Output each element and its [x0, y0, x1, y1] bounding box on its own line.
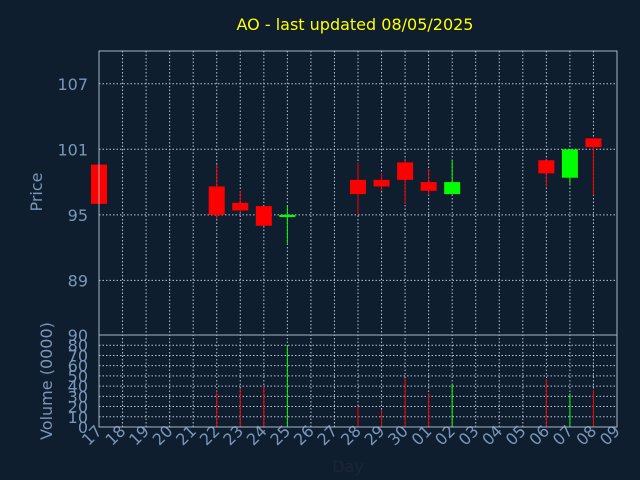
- volume-tick-label: 80: [68, 336, 88, 355]
- volume-panel: [216, 345, 594, 427]
- candle-body: [208, 186, 225, 215]
- volume-tick-label: 90: [68, 326, 88, 345]
- candle-body: [561, 149, 578, 178]
- price-tick-label: 89: [68, 271, 88, 290]
- x-tick-label: 09: [596, 421, 624, 449]
- candle-body: [420, 182, 437, 191]
- grid-lines: [98, 51, 618, 427]
- volume-axis-label: Volume (0000): [37, 322, 56, 440]
- candle-body: [255, 206, 272, 226]
- volume-tick-label: 40: [68, 377, 88, 396]
- volume-tick-label: 30: [68, 387, 88, 406]
- price-tick-label: 95: [68, 206, 88, 225]
- candle-body: [350, 179, 366, 195]
- price-panel: [91, 138, 602, 244]
- candle-body: [279, 214, 296, 218]
- volume-tick-label: 70: [68, 346, 88, 365]
- tick-labels: 1718192021222324252627282930010203040506…: [57, 75, 623, 449]
- price-axis-label: Price: [27, 172, 46, 211]
- candle-body: [444, 182, 461, 195]
- volume-tick-label: 0: [78, 418, 88, 437]
- price-tick-label: 107: [57, 75, 88, 94]
- volume-tick-label: 10: [68, 408, 88, 427]
- chart-title: AO - last updated 08/05/2025: [237, 15, 474, 34]
- candle-body: [232, 202, 249, 211]
- price-tick-label: 101: [57, 140, 88, 159]
- x-axis-label: Day: [332, 457, 364, 476]
- volume-plot-frame: [98, 334, 618, 428]
- candle-body: [397, 162, 414, 180]
- volume-tick-label: 60: [68, 357, 88, 376]
- candle-body: [538, 160, 555, 174]
- volume-tick-label: 50: [68, 367, 88, 386]
- candle-body: [585, 138, 602, 148]
- candle-body: [373, 179, 390, 187]
- volume-tick-label: 20: [68, 398, 88, 417]
